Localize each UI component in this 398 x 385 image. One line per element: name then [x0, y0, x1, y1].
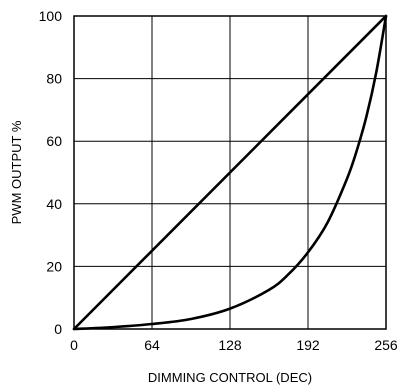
y-tick-label: 80	[46, 71, 62, 87]
x-axis-ticks: 0 64 128 192 256	[70, 337, 398, 353]
x-tick-label: 128	[218, 337, 242, 353]
x-tick-label: 64	[144, 337, 160, 353]
y-tick-label: 100	[39, 8, 63, 24]
linear-series-line	[72, 14, 388, 331]
plot-frame	[73, 15, 387, 330]
y-axis-title: PWM OUTPUT %	[9, 120, 24, 224]
series-layer	[72, 14, 388, 331]
grid	[74, 16, 386, 329]
x-axis-title: DIMMING CONTROL (DEC)	[148, 370, 312, 385]
x-tick-label: 256	[374, 337, 398, 353]
y-axis-ticks: 0 20 40 60 80 100	[39, 8, 63, 337]
curve-series-line	[72, 14, 388, 331]
y-tick-label: 20	[46, 258, 62, 274]
y-tick-label: 0	[54, 321, 62, 337]
x-tick-label: 192	[296, 337, 320, 353]
y-tick-label: 60	[46, 133, 62, 149]
y-tick-label: 40	[46, 196, 62, 212]
x-tick-label: 0	[70, 337, 78, 353]
